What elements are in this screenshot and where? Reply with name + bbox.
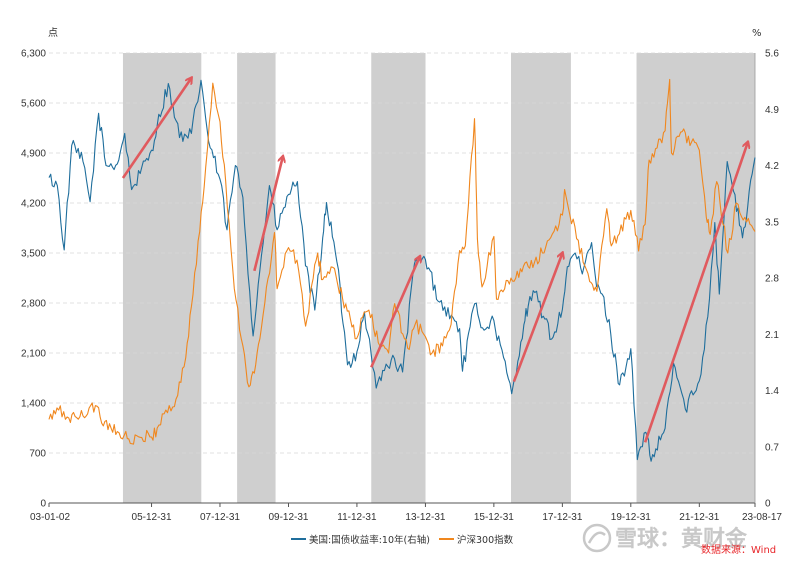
right-tick-label: 0 (765, 499, 771, 510)
x-tick-label: 09-12-31 (268, 512, 308, 523)
right-tick-label: 4.2 (765, 161, 779, 172)
right-tick-label: 2.8 (765, 274, 779, 285)
x-tick-label: 03-01-02 (30, 512, 70, 523)
trend-arrow (253, 157, 282, 272)
left-tick-label: 3,500 (21, 249, 46, 260)
x-tick-label: 05-12-31 (132, 512, 172, 523)
left-tick-label: 5,600 (21, 99, 46, 110)
left-tick-label: 1,400 (21, 399, 46, 410)
x-tick-label: 07-12-31 (200, 512, 240, 523)
trend-arrows (121, 78, 748, 443)
left-tick-label: 0 (40, 499, 46, 510)
left-tick-label: 4,900 (21, 149, 46, 160)
x-tick-label: 11-12-31 (337, 512, 377, 523)
series-line-1 (48, 78, 756, 445)
left-tick-label: 6,300 (21, 49, 46, 60)
left-tick-label: 2,100 (21, 349, 46, 360)
legend-label-treasury: 美国:国债收益率:10年(右轴) (309, 534, 430, 546)
trend-arrow (121, 78, 191, 179)
left-tick-label: 700 (29, 449, 46, 460)
right-axis-unit: % (752, 28, 762, 39)
tick-labels: 0 700 1,400 2,100 2,800 3,500 4,200 4,900 5,600 6… (21, 49, 782, 524)
left-tick-label: 2,800 (21, 299, 46, 310)
legend: 美国:国债收益率:10年(右轴) 沪深300指数 (291, 534, 514, 546)
shaded-period (511, 53, 571, 503)
shaded-period (237, 53, 276, 503)
legend-label-csi300: 沪深300指数 (457, 534, 514, 546)
series-lines (48, 78, 756, 462)
right-tick-label: 1.4 (765, 386, 779, 397)
watermark: 雪球：黄财金 (615, 526, 748, 552)
watermark-logo (582, 523, 612, 553)
right-tick-label: 5.6 (765, 49, 779, 60)
shaded-period (636, 53, 755, 503)
series-line-0 (48, 79, 756, 462)
x-tick-label: 17-12-31 (542, 512, 582, 523)
data-source: 数据来源：Wind (701, 543, 776, 556)
right-tick-label: 0.7 (765, 442, 779, 453)
axes (48, 53, 756, 507)
trend-arrow (643, 142, 748, 443)
x-tick-label: 19-12-31 (611, 512, 651, 523)
left-axis-unit: 点 (48, 27, 58, 39)
x-tick-label: 23-08-17 (742, 512, 782, 523)
left-tick-label: 4,200 (21, 199, 46, 210)
right-tick-label: 2.1 (765, 330, 779, 341)
right-tick-label: 3.5 (765, 217, 779, 228)
trend-arrow (512, 253, 563, 383)
x-tick-label: 21-12-31 (679, 512, 719, 523)
shaded-periods (122, 53, 755, 503)
x-tick-label: 13-12-31 (405, 512, 445, 523)
right-tick-label: 4.9 (765, 105, 779, 116)
shaded-period (371, 53, 426, 503)
x-tick-label: 15-12-31 (474, 512, 514, 523)
shaded-period (122, 53, 202, 503)
gridlines (49, 52, 755, 454)
trend-arrow (370, 257, 420, 368)
